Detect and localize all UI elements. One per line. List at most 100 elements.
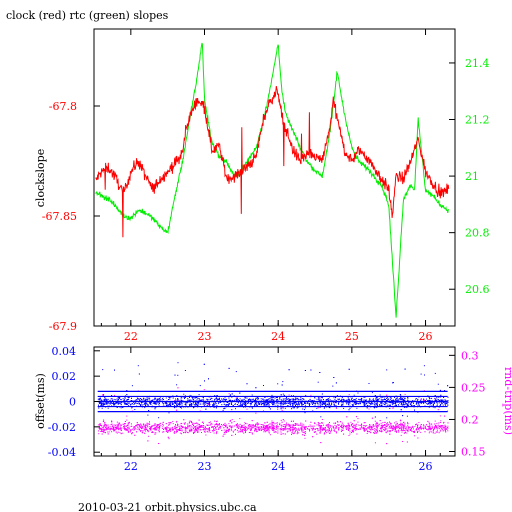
rnd-trip-point	[103, 426, 105, 428]
offset-point	[116, 406, 118, 408]
offset-point	[363, 396, 365, 398]
offset-point	[216, 405, 218, 407]
offset-point	[447, 396, 449, 398]
offset-point	[416, 398, 418, 400]
offset-point	[245, 400, 247, 402]
rnd-trip-point	[269, 427, 271, 429]
rnd-trip-point	[428, 427, 430, 429]
offset-point	[268, 403, 270, 405]
rnd-trip-point	[263, 427, 264, 428]
offset-point	[174, 407, 176, 409]
rnd-trip-point	[384, 427, 386, 429]
offset-point	[297, 406, 299, 408]
offset-point	[197, 403, 199, 405]
rnd-trip-point	[256, 422, 258, 424]
rnd-trip-point	[193, 422, 195, 424]
rnd-trip-point	[444, 430, 446, 432]
rnd-trip-point	[179, 430, 180, 431]
rnd-trip-point	[432, 426, 434, 428]
rnd-trip-point	[375, 428, 377, 430]
offset-point	[239, 392, 241, 394]
offset-point	[318, 397, 320, 399]
offset-point	[120, 399, 122, 400]
rnd-trip-point	[359, 428, 361, 430]
rnd-trip-point	[333, 427, 335, 429]
rnd-trip-point	[194, 426, 196, 428]
rnd-trip-point	[248, 432, 250, 433]
offset-point	[310, 402, 312, 404]
offset-point	[162, 398, 163, 400]
offset-point	[113, 398, 115, 400]
offset-point	[374, 404, 376, 406]
offset-point	[325, 404, 327, 406]
rnd-trip-point	[397, 427, 399, 429]
rnd-trip-point	[372, 424, 374, 426]
offset-point	[231, 409, 233, 411]
offset-point	[368, 402, 370, 404]
rnd-trip-point	[325, 428, 327, 430]
offset-point	[375, 397, 377, 399]
rnd-trip-point	[153, 428, 155, 430]
rnd-trip-point	[124, 423, 126, 424]
rnd-trip-point	[101, 425, 103, 427]
offset-point	[172, 397, 174, 399]
rnd-trip-point	[214, 430, 216, 431]
offset-point	[123, 402, 125, 404]
offset-point	[147, 399, 149, 401]
offset-point	[380, 404, 382, 406]
offset-point	[276, 402, 278, 403]
offset-point	[228, 397, 230, 399]
offset-point	[347, 397, 349, 399]
offset-point	[214, 398, 216, 400]
offset-point	[412, 400, 414, 402]
rnd-trip-point	[377, 424, 379, 426]
offset-point	[280, 394, 282, 396]
offset-point	[445, 400, 447, 402]
offset-point	[442, 399, 444, 401]
offset-point	[173, 402, 175, 404]
offset-point	[316, 402, 318, 404]
rnd-trip-point	[270, 422, 272, 424]
rnd-trip-point	[139, 429, 141, 431]
offset-point	[260, 398, 262, 400]
rnd-trip-point	[371, 426, 373, 428]
rnd-trip-point	[411, 430, 413, 432]
rnd-trip-point	[254, 430, 256, 432]
offset-point	[348, 402, 350, 403]
offset-point	[245, 404, 247, 406]
offset-point	[291, 398, 293, 400]
rnd-trip-point	[218, 427, 220, 429]
rnd-trip-point	[363, 422, 365, 424]
offset-point	[202, 399, 204, 401]
offset-point	[390, 397, 392, 399]
rnd-trip-point	[385, 424, 386, 426]
offset-point	[138, 402, 140, 404]
offset-point	[386, 369, 388, 371]
rnd-trip-point	[328, 429, 330, 431]
rnd-trip-point	[175, 421, 177, 423]
offset-point	[185, 403, 187, 405]
rnd-trip-point	[417, 437, 419, 439]
offset-point	[126, 390, 128, 392]
offset-point	[390, 398, 392, 400]
rnd-trip-point	[284, 424, 286, 426]
offset-point	[242, 399, 244, 401]
rnd-trip-point	[238, 428, 239, 429]
offset-point	[282, 402, 284, 404]
offset-point	[232, 400, 234, 401]
offset-point	[179, 401, 181, 403]
offset-point	[229, 403, 231, 405]
offset-point	[417, 399, 418, 401]
offset-point	[288, 369, 290, 371]
offset-point	[97, 398, 99, 400]
rnd-trip-point	[359, 425, 361, 426]
rnd-trip-point	[277, 432, 279, 434]
offset-point	[155, 401, 157, 403]
offset-point	[312, 400, 314, 402]
rnd-trip-point	[236, 423, 238, 425]
rnd-trip-point	[328, 423, 330, 425]
offset-point	[341, 399, 343, 401]
offset-point	[107, 407, 109, 409]
offset-point	[111, 402, 113, 404]
offset-point	[105, 399, 107, 401]
